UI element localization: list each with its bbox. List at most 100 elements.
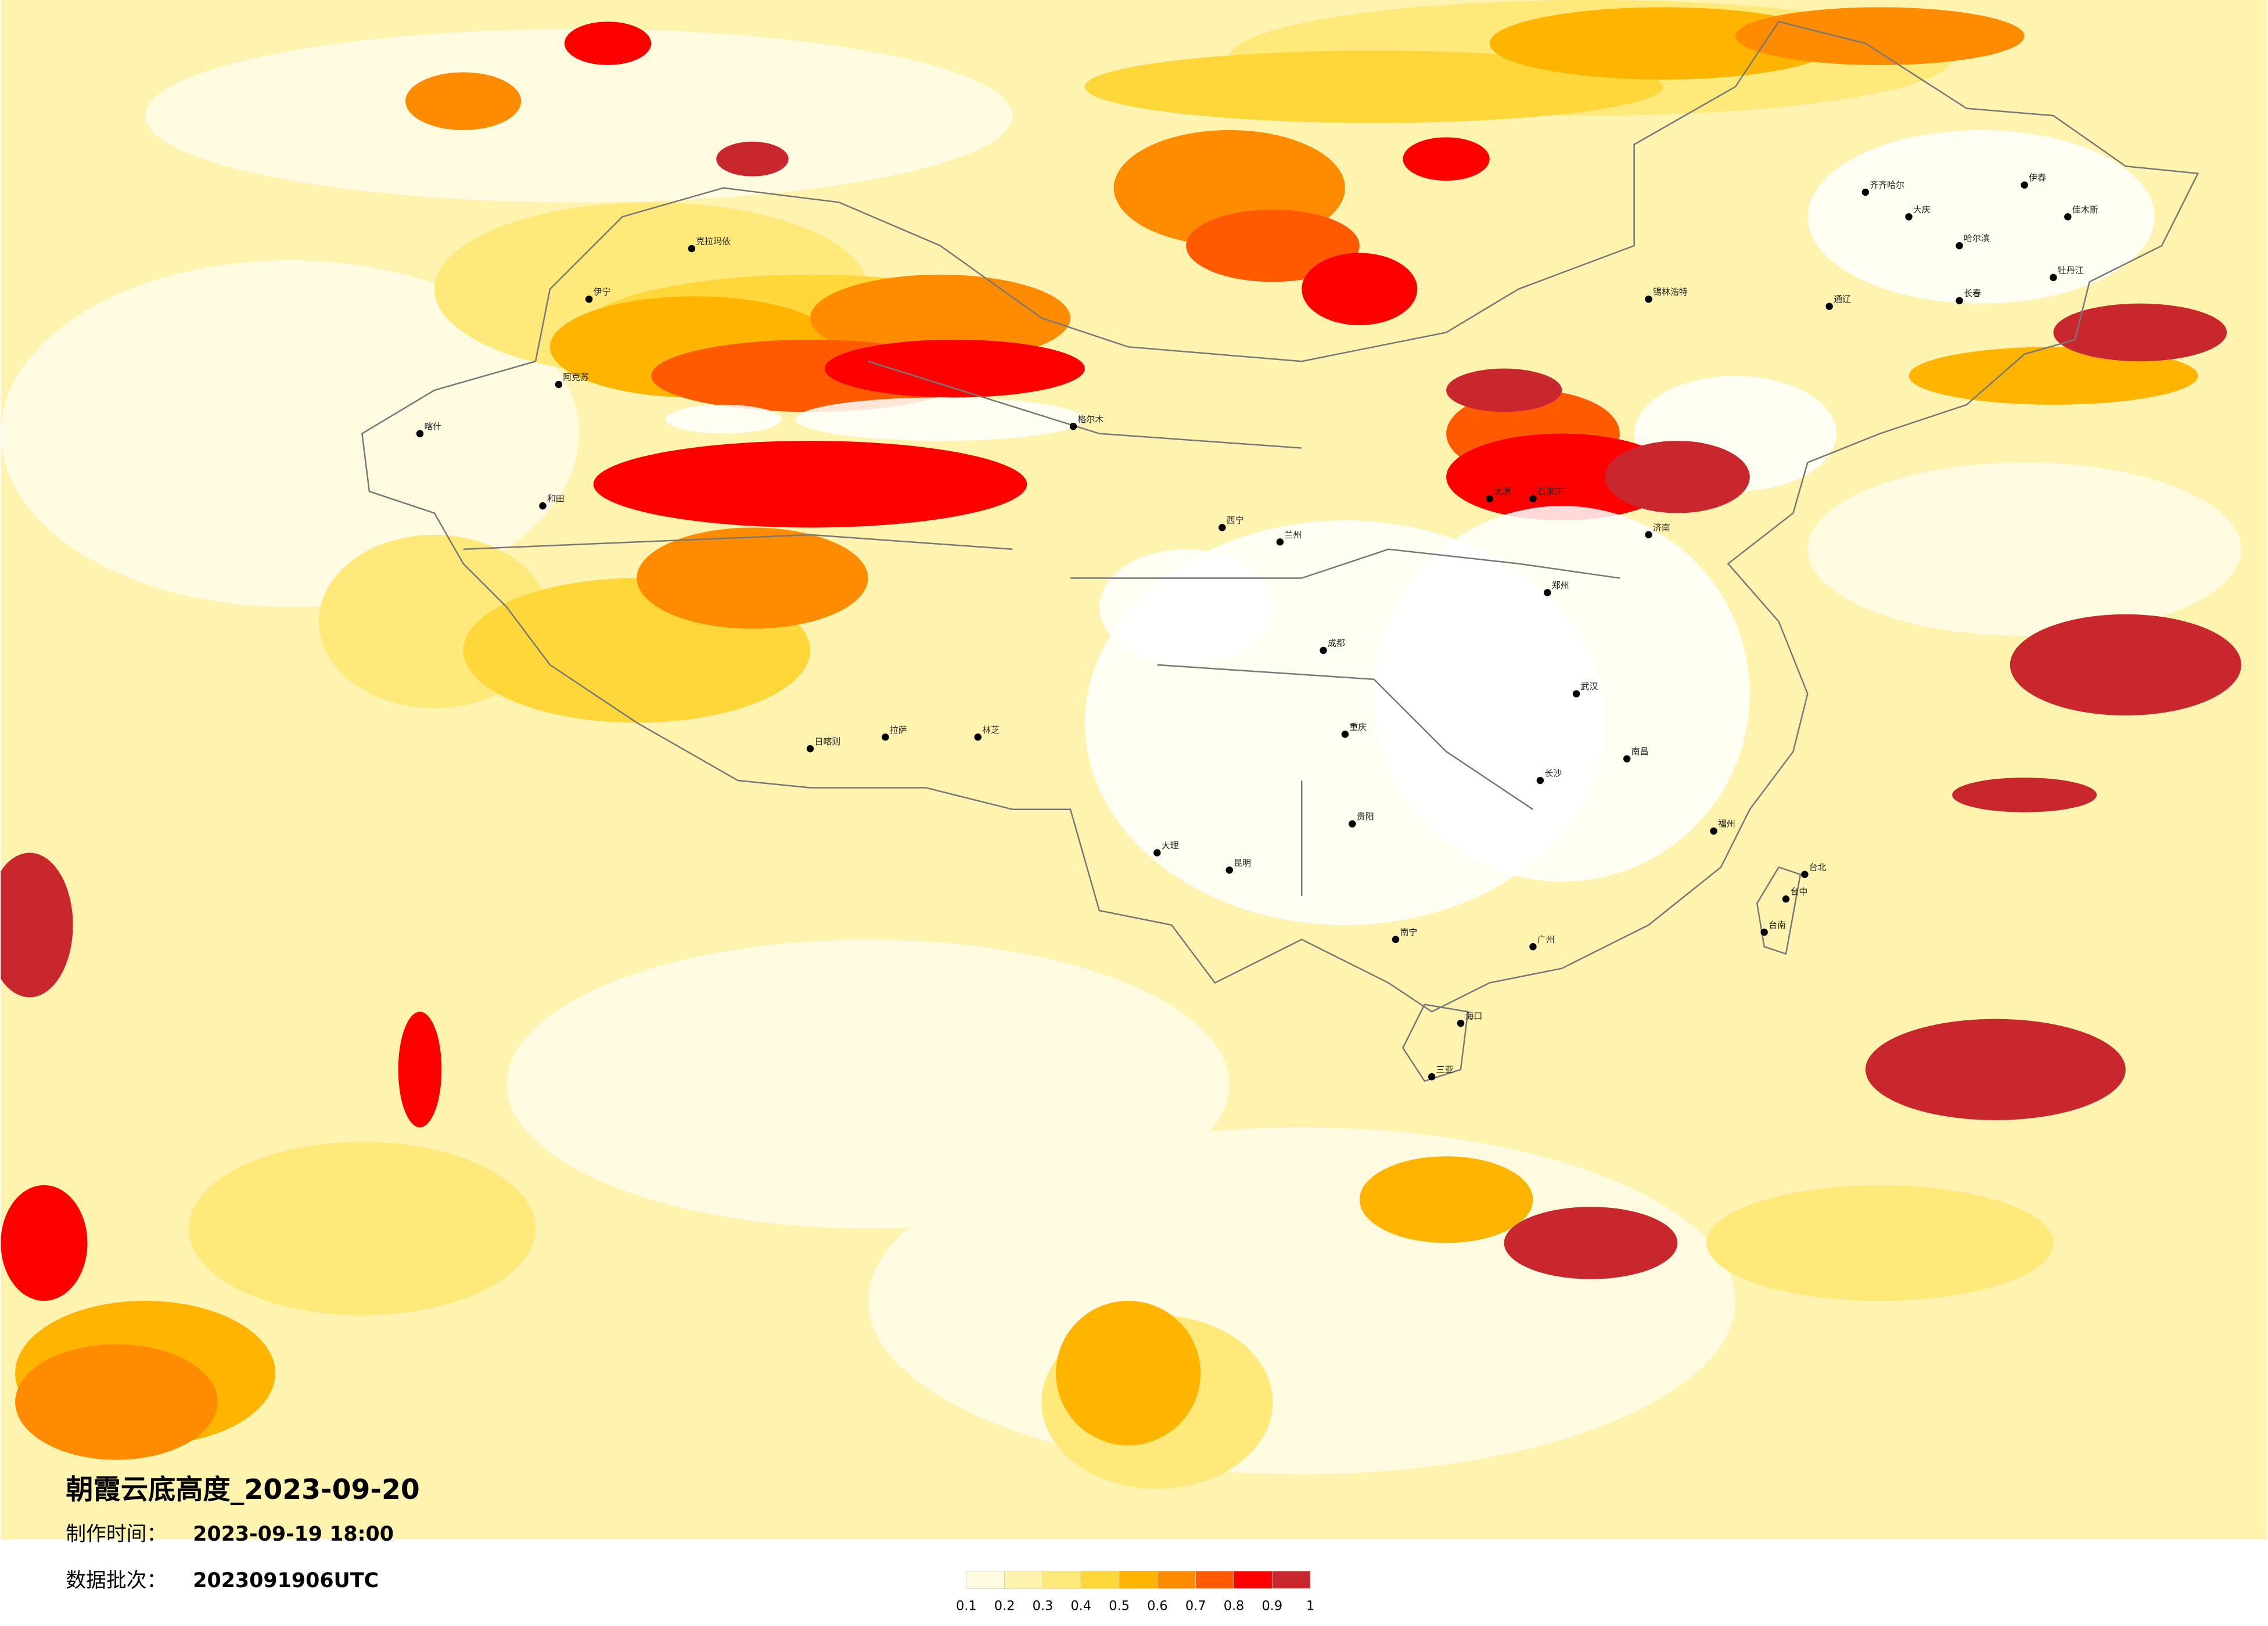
city-label: 郑州	[1552, 580, 1569, 591]
map-title: 朝霞云底高度_2023-09-20	[66, 1474, 420, 1506]
china-outline	[361, 20, 2199, 1082]
city-dot	[1349, 820, 1356, 828]
cloud-region	[637, 527, 868, 629]
city-label: 海口	[1465, 1011, 1482, 1021]
city-label: 伊春	[2029, 172, 2046, 183]
legend-tick-label: 1	[1306, 1599, 1314, 1614]
batch-label: 数据批次：	[66, 1569, 167, 1592]
city-dot	[2021, 181, 2028, 189]
cloud-region	[1807, 462, 2241, 636]
city-label: 锡林浩特	[1653, 287, 1688, 297]
city-dot	[1623, 755, 1631, 762]
city-label: 大庆	[1913, 204, 1931, 215]
city-dot	[1645, 531, 1652, 539]
city-label: 石家庄	[1537, 486, 1563, 497]
city-dot	[1428, 1073, 1436, 1081]
city-label: 克拉玛依	[696, 236, 731, 247]
city-dot	[416, 430, 424, 437]
legend-swatch	[1004, 1571, 1043, 1589]
legend-tick-label: 0.2	[994, 1599, 1015, 1614]
legend-swatch	[966, 1571, 1005, 1589]
city-label: 三亚	[1436, 1064, 1454, 1075]
city-label: 拉萨	[890, 725, 907, 735]
cloud-region	[398, 1012, 442, 1128]
city-label: 大理	[1162, 840, 1179, 851]
city-label: 长沙	[1544, 768, 1562, 779]
legend-tick-label: 0.8	[1224, 1599, 1245, 1614]
city-label: 林芝	[982, 725, 1000, 735]
city-label: 西宁	[1227, 515, 1244, 526]
city-dot	[1801, 870, 1809, 878]
city-label: 台南	[1769, 920, 1786, 930]
city-dot	[1276, 538, 1284, 546]
cloud-region	[2010, 614, 2241, 715]
city-dot	[1760, 929, 1768, 936]
city-label: 长春	[1964, 288, 1981, 298]
cloud-region	[716, 141, 789, 177]
city-dot	[1536, 776, 1544, 785]
city-dot	[806, 745, 814, 753]
cloud-region	[666, 404, 782, 434]
city-label: 台中	[1790, 887, 1807, 897]
legend-tick-label: 0.4	[1070, 1599, 1091, 1614]
city-label: 通辽	[1834, 294, 1851, 304]
city-dot	[1710, 827, 1717, 835]
city-dot	[539, 502, 547, 510]
city-label: 昆明	[1234, 858, 1251, 868]
city-label: 日喀则	[814, 736, 840, 747]
made-label: 制作时间：	[66, 1523, 167, 1546]
city-dot	[1219, 524, 1226, 531]
legend-swatch	[1119, 1571, 1158, 1589]
legend-swatch	[1157, 1571, 1196, 1589]
city-dot	[1544, 589, 1551, 596]
cloud-region	[15, 1344, 218, 1460]
legend-tick-label: 0.7	[1185, 1599, 1206, 1614]
cloud-region	[1359, 1156, 1533, 1243]
city-dot	[1341, 731, 1349, 738]
city-dot	[1905, 213, 1913, 221]
legend-swatch	[1043, 1571, 1081, 1589]
city-dot	[1529, 943, 1537, 951]
city-label: 台北	[1809, 862, 1827, 872]
cloud-region	[1099, 549, 1273, 665]
cloud-region	[1735, 7, 2025, 66]
city-label: 南宁	[1400, 927, 1417, 937]
cloud-region	[1302, 253, 1418, 325]
city-label: 广州	[1537, 934, 1555, 945]
cloud-region	[796, 397, 1085, 441]
cloud-region	[506, 939, 1230, 1229]
city-dot	[555, 380, 563, 388]
cloud-region	[2053, 303, 2227, 362]
city-label: 齐齐哈尔	[1870, 180, 1904, 190]
city-label: 牡丹江	[2058, 265, 2084, 275]
cloud-region	[1605, 441, 1750, 513]
cloud-region	[1807, 130, 2155, 304]
city-dot	[1529, 495, 1537, 502]
city-label: 格尔木	[1077, 414, 1104, 425]
city-dot	[1956, 242, 1963, 250]
city-dot	[1153, 849, 1161, 857]
legend-tick-label: 0.5	[1109, 1599, 1130, 1614]
city-label: 成都	[1328, 638, 1345, 649]
cloud-region	[1446, 368, 1562, 412]
city-label: 阿克苏	[563, 372, 589, 383]
cloud-region	[1504, 1207, 1678, 1279]
city-label: 哈尔滨	[1964, 233, 1990, 244]
city-dot	[688, 244, 696, 253]
city-dot	[2064, 213, 2072, 221]
cloud-region	[1865, 1019, 2126, 1120]
city-dot	[1861, 188, 1870, 196]
made-time: 2023-09-19 18:00	[193, 1523, 394, 1546]
city-dot	[1069, 423, 1077, 430]
city-label: 太原	[1494, 486, 1511, 497]
city-dot	[1392, 936, 1400, 943]
city-dot	[1225, 866, 1233, 874]
city-label: 武汉	[1581, 681, 1598, 692]
city-dot	[974, 733, 982, 741]
city-dot	[585, 295, 593, 303]
city-label: 福州	[1718, 819, 1735, 829]
city-dot	[1645, 295, 1652, 303]
cloud-region	[1, 1185, 88, 1301]
